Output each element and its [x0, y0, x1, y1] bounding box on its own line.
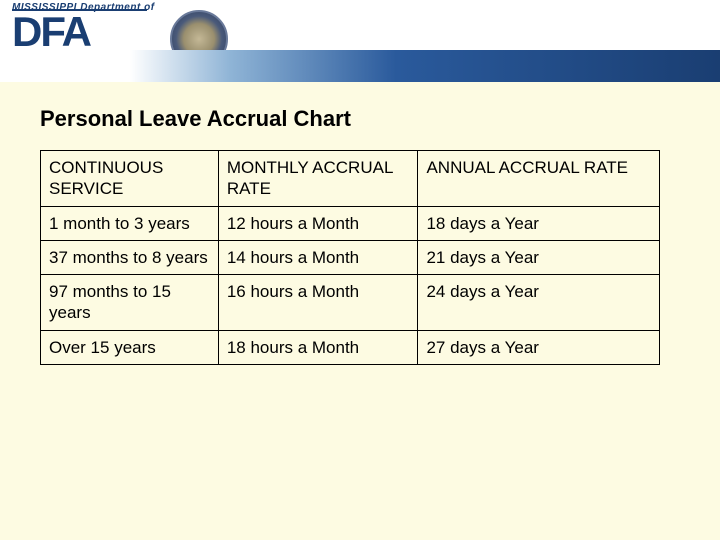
cell-service: 37 months to 8 years: [41, 240, 219, 274]
dfa-logo: DFA: [12, 11, 90, 53]
cell-monthly: 14 hours a Month: [218, 240, 418, 274]
content-area: Personal Leave Accrual Chart CONTINUOUS …: [0, 82, 720, 389]
table-row: Over 15 years 18 hours a Month 27 days a…: [41, 330, 660, 364]
cell-annual: 24 days a Year: [418, 275, 660, 331]
column-header-annual: ANNUAL ACCRUAL RATE: [418, 151, 660, 207]
accrual-table: CONTINUOUS SERVICE MONTHLY ACCRUAL RATE …: [40, 150, 660, 365]
cell-annual: 18 days a Year: [418, 206, 660, 240]
cell-service: 1 month to 3 years: [41, 206, 219, 240]
cell-service: Over 15 years: [41, 330, 219, 364]
header-gradient-bar: [0, 50, 720, 82]
column-header-service: CONTINUOUS SERVICE: [41, 151, 219, 207]
header-bar: MISSISSIPPI Department of DFA FINANCE & …: [0, 0, 720, 82]
table-row: 37 months to 8 years 14 hours a Month 21…: [41, 240, 660, 274]
cell-monthly: 12 hours a Month: [218, 206, 418, 240]
page-title: Personal Leave Accrual Chart: [40, 106, 680, 132]
table-row: 97 months to 15 years 16 hours a Month 2…: [41, 275, 660, 331]
cell-monthly: 16 hours a Month: [218, 275, 418, 331]
cell-annual: 21 days a Year: [418, 240, 660, 274]
table-row: 1 month to 3 years 12 hours a Month 18 d…: [41, 206, 660, 240]
cell-monthly: 18 hours a Month: [218, 330, 418, 364]
table-header-row: CONTINUOUS SERVICE MONTHLY ACCRUAL RATE …: [41, 151, 660, 207]
cell-service: 97 months to 15 years: [41, 275, 219, 331]
column-header-monthly: MONTHLY ACCRUAL RATE: [218, 151, 418, 207]
cell-annual: 27 days a Year: [418, 330, 660, 364]
